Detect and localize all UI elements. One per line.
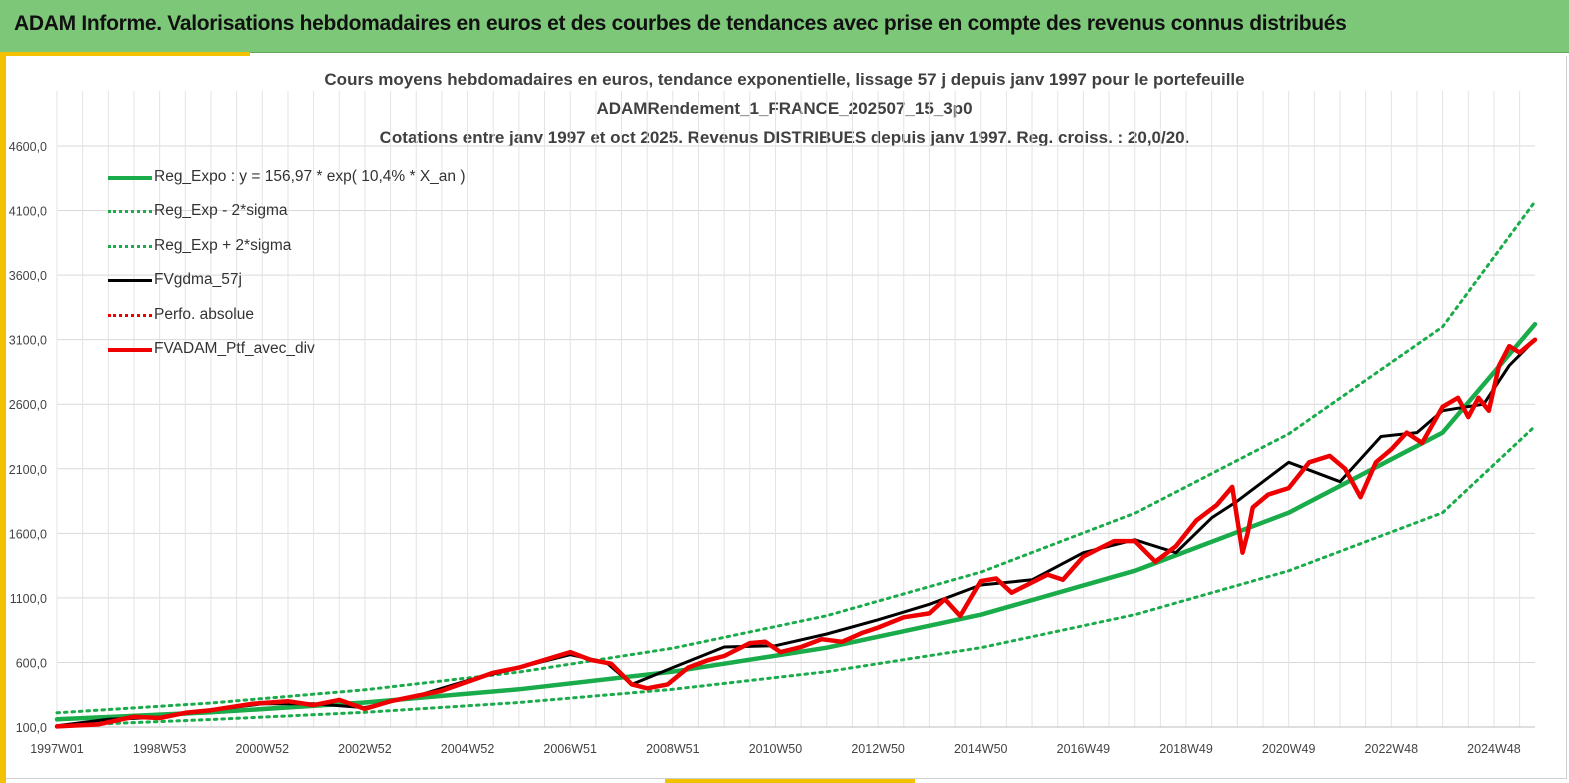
y-tick-label: 4100,0 [9,205,47,219]
x-tick-label: 2002W52 [338,742,392,756]
y-tick-label: 2600,0 [9,398,47,412]
x-tick-label: 2018W49 [1159,742,1213,756]
y-tick-label: 100,0 [16,721,47,735]
chart-title-line-3: Cotations entre janv 1997 et oct 2025. R… [379,128,1190,147]
accent-bar-bottom [665,779,915,783]
legend-label: Reg_Exp + 2*sigma [154,236,292,254]
x-tick-label: 2022W48 [1365,742,1419,756]
series-line-1 [54,321,1538,722]
series-line-2 [55,424,1537,728]
x-axis-ticks: 1997W01 1998W53 2000W52 2002W52 2004W52 2006W… [30,742,1521,756]
y-axis-ticks: 100,0 600,0 1100,0 1600,0 2100,0 2600,0 3100,0… [9,140,47,735]
series-line-6 [54,337,1538,729]
legend-label: Perfo. absolue [154,305,254,323]
legend-swatch [108,244,152,248]
y-tick-label: 2100,0 [9,463,47,477]
y-tick-label: 1100,0 [10,592,47,606]
header-banner: ADAM Informe. Valorisations hebdomadaire… [0,0,1569,53]
chart-frame [6,56,1567,779]
x-tick-label: 2012W50 [851,742,905,756]
x-tick-label: 2020W49 [1262,742,1316,756]
y-tick-label: 3100,0 [9,334,47,348]
accent-bar-left [0,52,6,783]
x-tick-label: 2004W52 [441,742,495,756]
chart-grid [56,91,1535,728]
accent-bar-top [0,52,250,56]
legend-label: FVgdma_57j [154,271,242,289]
x-tick-label: 2010W50 [749,742,803,756]
legend-swatch [108,176,152,180]
x-tick-label: 2008W51 [646,742,700,756]
legend-label: Reg_Exp - 2*sigma [154,202,288,220]
y-tick-label: 3600,0 [9,269,47,283]
chart-title-line-1: Cours moyens hebdomadaires en euros, ten… [324,70,1245,89]
legend-swatch [108,347,152,352]
x-tick-label: 1997W01 [30,742,84,756]
legend-label: Reg_Expo : y = 156,97 * exp( 10,4% * X_a… [154,168,466,185]
y-tick-label: 600,0 [16,656,47,670]
legend-swatch [108,313,152,317]
legend-swatch [108,210,152,214]
y-tick-label: 4600,0 [9,140,47,154]
chart-series [54,200,1538,729]
legend-label: FVADAM_Ptf_avec_div [154,339,315,357]
x-tick-label: 2000W52 [236,742,290,756]
x-tick-label: 2006W51 [543,742,597,756]
legend-swatch [108,279,152,283]
series-line-4 [55,338,1537,728]
x-tick-label: 2014W50 [954,742,1008,756]
x-tick-label: 1998W53 [133,742,187,756]
y-tick-label: 1600,0 [9,527,47,541]
series-line-3 [55,200,1537,715]
x-tick-label: 2024W48 [1467,742,1521,756]
page-title: ADAM Informe. Valorisations hebdomadaire… [14,12,1347,35]
x-tick-label: 2016W49 [1057,742,1111,756]
